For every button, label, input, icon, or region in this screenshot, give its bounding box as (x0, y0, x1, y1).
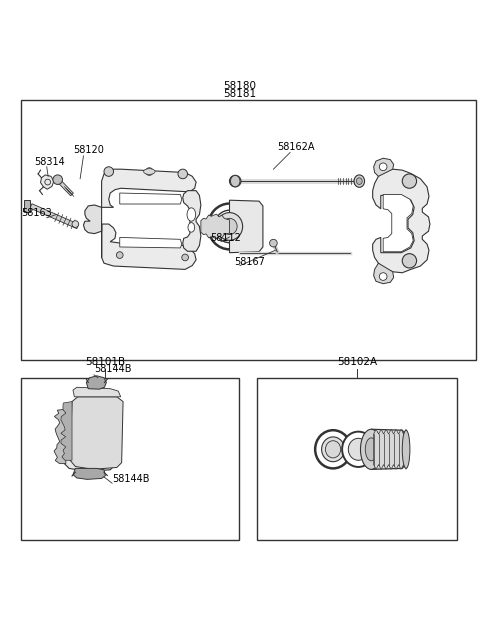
Circle shape (379, 163, 387, 171)
Ellipse shape (322, 437, 345, 462)
Ellipse shape (354, 175, 364, 187)
Text: 58167: 58167 (234, 257, 265, 267)
Ellipse shape (365, 438, 377, 461)
Polygon shape (40, 175, 54, 189)
Polygon shape (56, 178, 73, 196)
Ellipse shape (315, 430, 351, 468)
Text: 58163: 58163 (22, 208, 52, 219)
Text: 58144B: 58144B (112, 474, 150, 484)
Ellipse shape (214, 210, 245, 243)
Circle shape (145, 168, 153, 175)
Text: 58112: 58112 (210, 233, 241, 243)
Polygon shape (73, 387, 120, 397)
Polygon shape (70, 397, 123, 470)
Text: 58101B: 58101B (85, 357, 125, 367)
Circle shape (270, 240, 277, 247)
Ellipse shape (144, 169, 155, 174)
Ellipse shape (218, 214, 241, 239)
Ellipse shape (357, 178, 362, 185)
Circle shape (229, 175, 241, 187)
Circle shape (402, 174, 417, 189)
Text: 58162A: 58162A (277, 141, 315, 151)
Circle shape (178, 169, 188, 179)
Polygon shape (120, 238, 182, 248)
Polygon shape (84, 205, 102, 258)
Circle shape (53, 175, 62, 185)
Polygon shape (73, 468, 106, 479)
Polygon shape (61, 401, 72, 460)
Ellipse shape (188, 222, 195, 232)
Polygon shape (86, 376, 107, 389)
Bar (22, 378, 239, 540)
Ellipse shape (216, 213, 242, 240)
Polygon shape (371, 429, 406, 470)
Polygon shape (201, 214, 229, 239)
Text: 58102A: 58102A (337, 357, 377, 367)
Polygon shape (372, 169, 430, 273)
Circle shape (379, 273, 387, 281)
Polygon shape (102, 169, 196, 207)
Polygon shape (24, 200, 31, 212)
Polygon shape (229, 200, 263, 252)
Ellipse shape (222, 219, 237, 235)
Polygon shape (373, 158, 394, 176)
Ellipse shape (360, 429, 382, 470)
Ellipse shape (230, 175, 240, 187)
Bar (22, 100, 476, 360)
Polygon shape (120, 193, 182, 204)
Polygon shape (373, 429, 406, 470)
Ellipse shape (208, 204, 251, 249)
Ellipse shape (187, 208, 196, 221)
Polygon shape (373, 263, 394, 284)
Text: 58144B: 58144B (95, 364, 132, 374)
Text: 58181: 58181 (223, 89, 257, 99)
Ellipse shape (348, 438, 368, 460)
Circle shape (104, 167, 114, 176)
Text: 58180: 58180 (224, 81, 256, 91)
Text: 58314: 58314 (34, 157, 65, 167)
Polygon shape (183, 190, 201, 251)
Polygon shape (102, 224, 196, 270)
Circle shape (402, 254, 417, 268)
Circle shape (72, 220, 79, 227)
Ellipse shape (402, 430, 410, 468)
Ellipse shape (342, 432, 374, 467)
Text: 58120: 58120 (73, 145, 104, 155)
Circle shape (116, 252, 123, 258)
Polygon shape (30, 204, 79, 229)
Ellipse shape (325, 441, 341, 458)
Polygon shape (54, 409, 66, 464)
Polygon shape (64, 404, 116, 471)
Circle shape (182, 254, 189, 261)
Polygon shape (383, 194, 413, 252)
Bar (257, 378, 457, 540)
